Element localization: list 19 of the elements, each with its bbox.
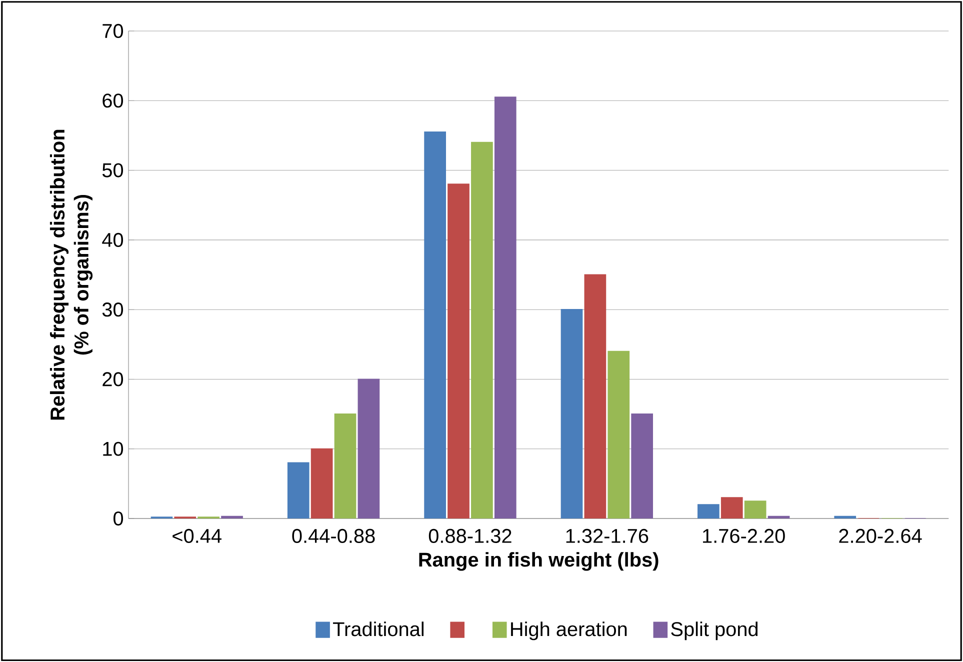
x-tick-label: 1.32-1.76 xyxy=(566,528,648,543)
y-tick-label: 0 xyxy=(114,511,124,526)
legend-label: Split pond xyxy=(671,622,758,640)
x-tick-label: 0.88-1.32 xyxy=(428,528,512,543)
x-tick-label: <0.44 xyxy=(172,528,222,543)
y-tick-label: 40 xyxy=(102,232,124,247)
y-tick-label: 10 xyxy=(103,442,124,456)
x-tick-label: 1.76-2.20 xyxy=(703,528,785,543)
y-axis-title: Relative frequency distribution (% of organisms) xyxy=(50,130,93,420)
legend-label: High aeration xyxy=(511,622,627,640)
legend-label: Traditional xyxy=(333,622,424,636)
y-tick-label: 50 xyxy=(102,163,124,178)
y-tick-label: 70 xyxy=(102,24,124,38)
y-tick-label: 30 xyxy=(102,302,124,317)
y-tick-label: 20 xyxy=(102,372,124,386)
y-tick-label: 60 xyxy=(102,94,124,108)
x-axis-title: Range in fish weight (lbs) xyxy=(419,552,658,571)
x-tick-label: 2.20-2.64 xyxy=(839,528,922,543)
x-tick-label: 0.44-0.88 xyxy=(292,528,375,543)
